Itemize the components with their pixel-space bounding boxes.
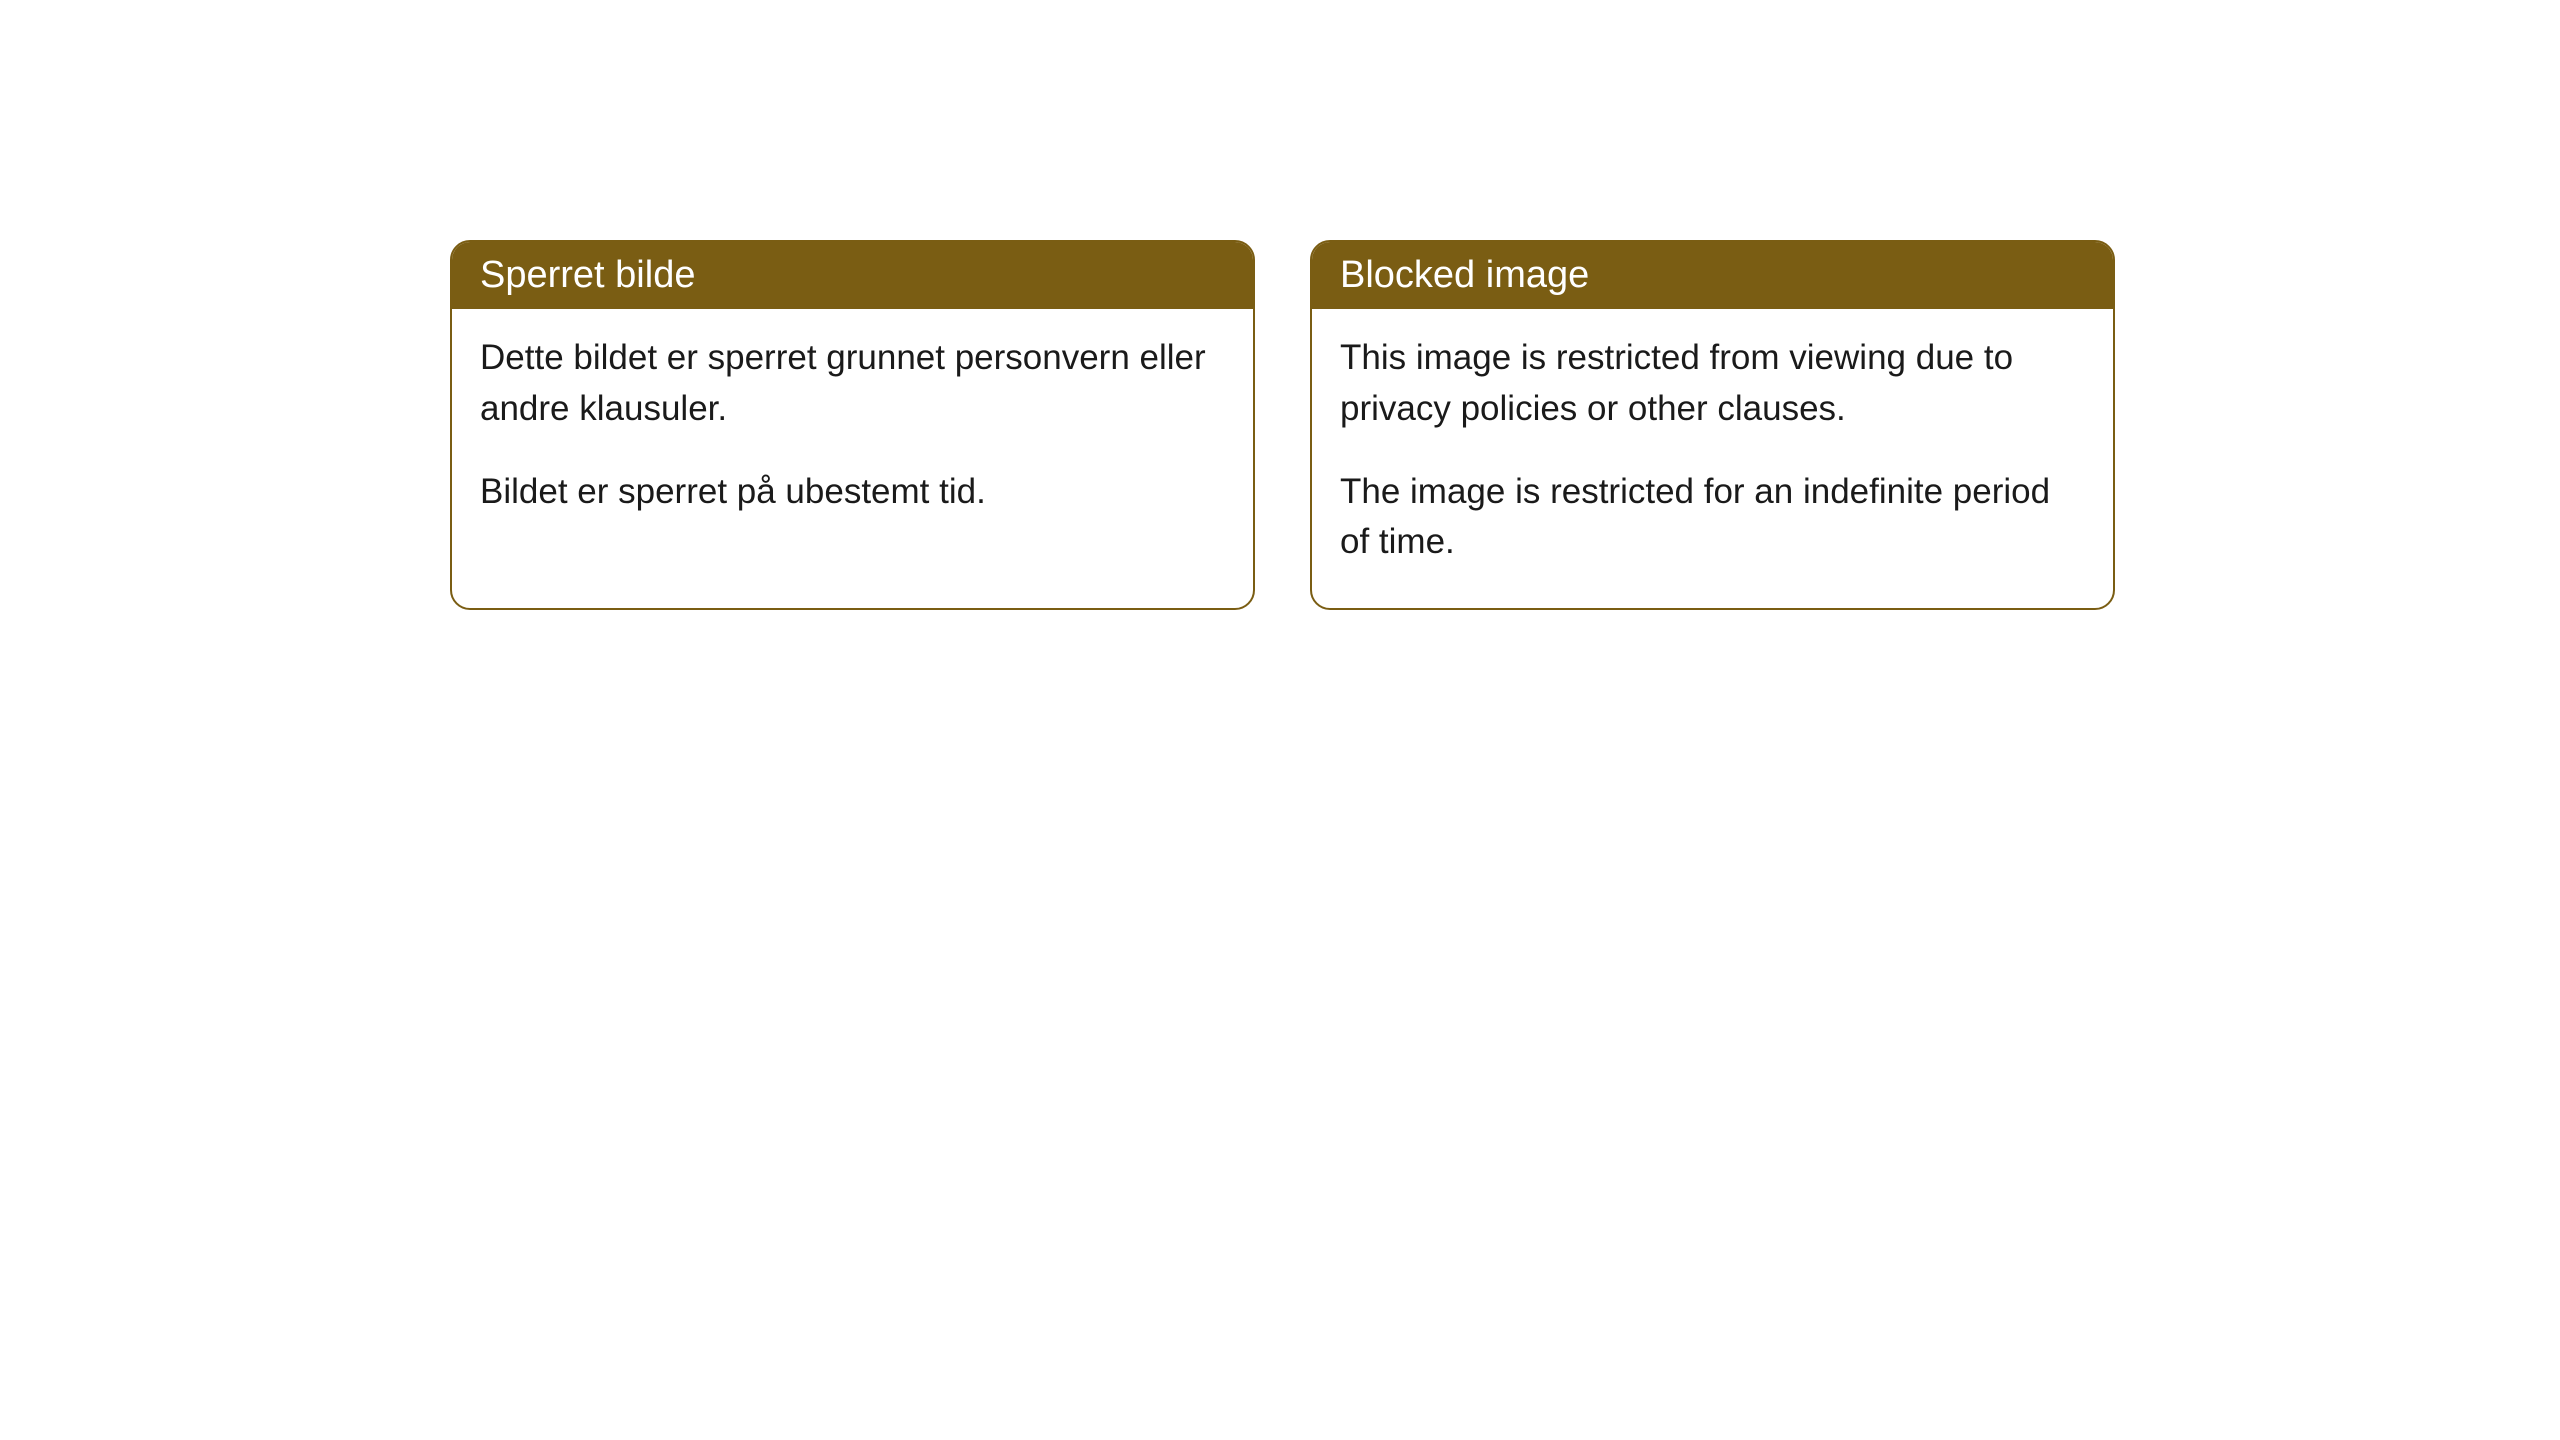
- card-body: This image is restricted from viewing du…: [1312, 309, 2113, 608]
- card-paragraph-1: Dette bildet er sperret grunnet personve…: [480, 333, 1225, 435]
- blocked-image-card-norwegian: Sperret bilde Dette bildet er sperret gr…: [450, 240, 1255, 610]
- card-title: Blocked image: [1312, 242, 2113, 309]
- card-title: Sperret bilde: [452, 242, 1253, 309]
- notice-container: Sperret bilde Dette bildet er sperret gr…: [450, 240, 2115, 610]
- card-paragraph-1: This image is restricted from viewing du…: [1340, 333, 2085, 435]
- card-paragraph-2: Bildet er sperret på ubestemt tid.: [480, 467, 1225, 518]
- card-body: Dette bildet er sperret grunnet personve…: [452, 309, 1253, 557]
- card-paragraph-2: The image is restricted for an indefinit…: [1340, 467, 2085, 569]
- blocked-image-card-english: Blocked image This image is restricted f…: [1310, 240, 2115, 610]
